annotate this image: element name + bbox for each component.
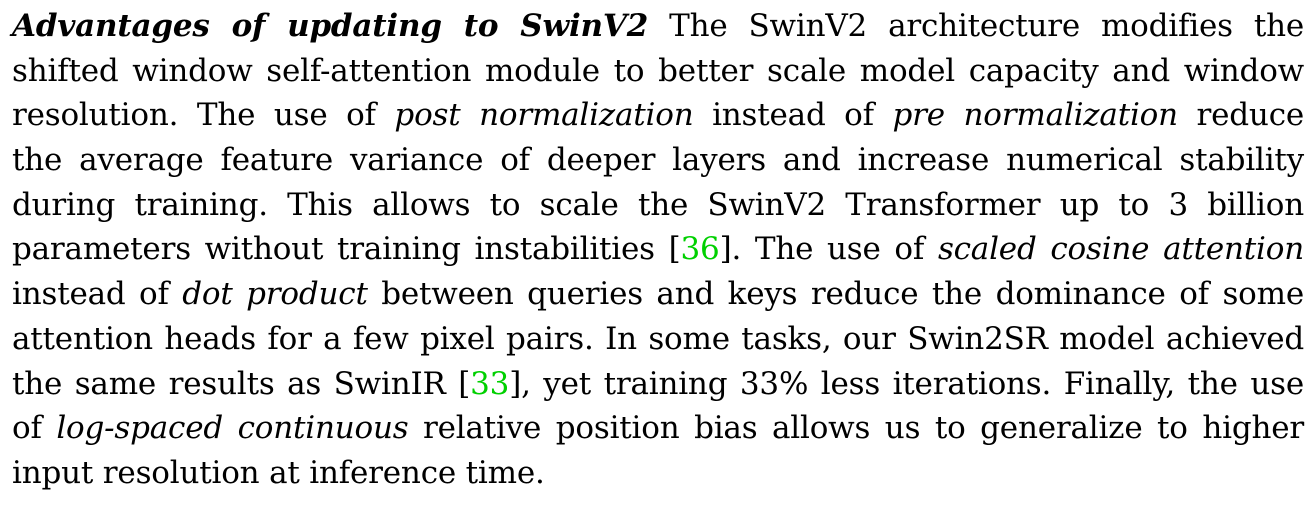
text-line: attention heads for a few pixel pairs. I… — [12, 317, 1304, 362]
citation-link[interactable]: 36 — [680, 231, 720, 268]
text-run: input resolution at inference time. — [12, 454, 545, 491]
text-run: reduce — [1177, 97, 1305, 134]
citation-link[interactable]: 33 — [470, 365, 510, 402]
text-line: instead of dot product between queries a… — [12, 272, 1304, 317]
text-run: ], yet training 33% less iterations. Fin… — [509, 365, 1304, 402]
text-run: the same results as SwinIR [ — [12, 365, 471, 402]
emphasized-term: post normalization — [394, 97, 694, 134]
text-run: of — [12, 410, 57, 447]
emphasized-term: log-spaced continuous — [56, 410, 409, 447]
text-run: resolution. The use of — [12, 97, 395, 134]
text-run: between queries and keys reduce the domi… — [367, 276, 1304, 313]
text-run: parameters without training instabilitie… — [12, 231, 681, 268]
text-line: of log-spaced continuous relative positi… — [12, 406, 1304, 451]
emphasized-term: scaled cosine attention — [937, 231, 1304, 268]
text-line: shifted window self-attention module to … — [12, 49, 1304, 94]
text-run: relative position bias allows us to gene… — [408, 410, 1304, 447]
emphasized-term: dot product — [182, 276, 368, 313]
text-run: ]. The use of — [719, 231, 938, 268]
text-line: input resolution at inference time. — [12, 451, 1304, 496]
text-run: the average feature variance of deeper l… — [12, 142, 1304, 179]
paragraph-heading: Advantages of updating to SwinV2 — [12, 8, 649, 44]
text-line: the average feature variance of deeper l… — [12, 138, 1304, 183]
text-line: during training. This allows to scale th… — [12, 183, 1304, 228]
text-run: instead of — [12, 276, 183, 313]
text-run: The SwinV2 architecture modifies the — [669, 8, 1305, 44]
text-line: Advantages of updating to SwinV2 The Swi… — [12, 4, 1304, 49]
text-line: parameters without training instabilitie… — [12, 227, 1304, 272]
paragraph-swinv2-advantages: Advantages of updating to SwinV2 The Swi… — [12, 4, 1304, 496]
text-line: resolution. The use of post normalizatio… — [12, 93, 1304, 138]
text-run: during training. This allows to scale th… — [12, 186, 1304, 223]
text-run: attention heads for a few pixel pairs. I… — [12, 320, 1304, 357]
text-run: instead of — [693, 97, 893, 134]
text-run: shifted window self-attention module to … — [12, 52, 1304, 89]
emphasized-term: pre normalization — [892, 97, 1179, 134]
text-line: the same results as SwinIR [33], yet tra… — [12, 362, 1304, 407]
